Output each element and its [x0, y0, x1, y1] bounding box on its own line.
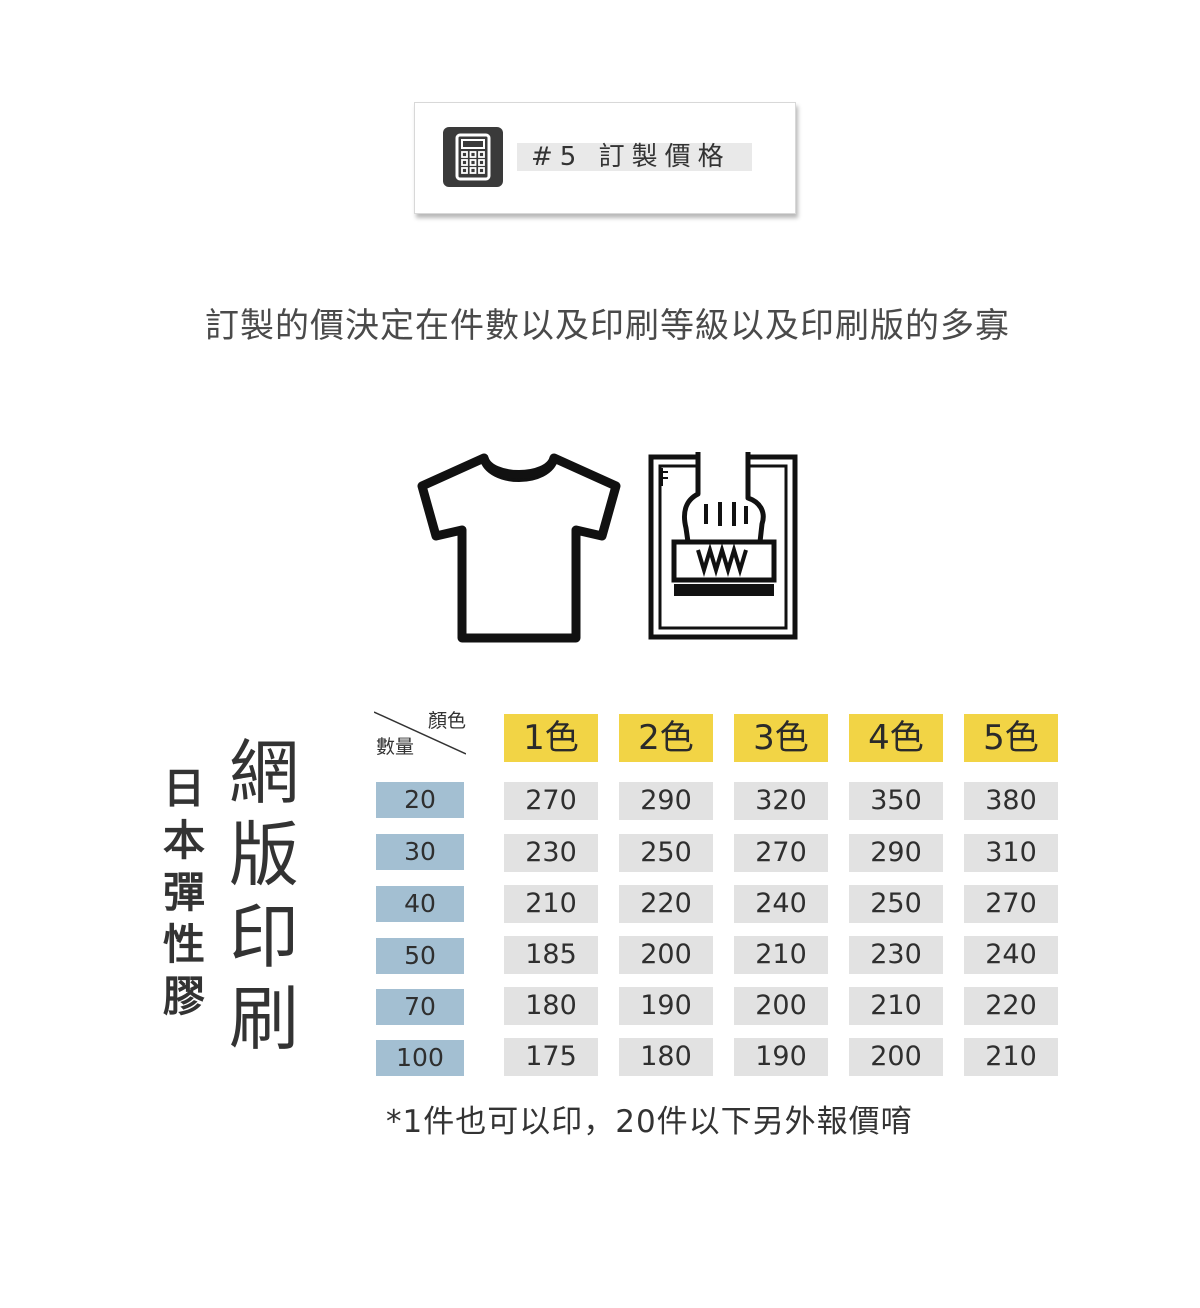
price-cell: 200: [849, 1038, 943, 1076]
price-cell: 210: [849, 987, 943, 1025]
price-cell: 320: [734, 782, 828, 820]
price-cell: 200: [734, 987, 828, 1025]
row-header-quantity: 20: [376, 782, 464, 818]
tshirt-icon: [417, 453, 621, 643]
print-method-label: 網版印刷: [229, 732, 299, 1060]
price-cell: 290: [619, 782, 713, 820]
section-title: #5 訂製價格: [531, 142, 731, 172]
price-cell: 240: [734, 885, 828, 923]
corner-quantity-label: 數量: [376, 736, 415, 758]
price-cell: 220: [964, 987, 1058, 1025]
price-cell: 200: [619, 936, 713, 974]
price-cell: 290: [849, 834, 943, 872]
table-corner: 顏色 數量: [374, 708, 466, 762]
price-cell: 220: [619, 885, 713, 923]
price-cell: 270: [964, 885, 1058, 923]
row-header-quantity: 50: [376, 938, 464, 974]
row-header-quantity: 30: [376, 834, 464, 870]
price-cell: 230: [849, 936, 943, 974]
screen-print-stamp-icon: [648, 452, 798, 640]
price-cell: 270: [504, 782, 598, 820]
material-label: 日本彈性膠: [162, 764, 205, 1021]
calculator-icon: [443, 127, 503, 187]
price-cell: 270: [734, 834, 828, 872]
price-cell: 210: [964, 1038, 1058, 1076]
footnote: *1件也可以印，20件以下另外報價唷: [386, 1104, 913, 1140]
column-header: 4色: [849, 714, 943, 762]
price-cell: 180: [619, 1038, 713, 1076]
column-header: 1色: [504, 714, 598, 762]
title-highlight: [517, 143, 752, 171]
row-header-quantity: 100: [376, 1040, 464, 1076]
corner-diagonal: [374, 711, 466, 755]
price-cell: 175: [504, 1038, 598, 1076]
price-cell: 350: [849, 782, 943, 820]
price-cell: 310: [964, 834, 1058, 872]
price-cell: 190: [619, 987, 713, 1025]
corner-color-label: 顏色: [427, 710, 466, 732]
price-cell: 185: [504, 936, 598, 974]
column-header: 2色: [619, 714, 713, 762]
price-cell: 240: [964, 936, 1058, 974]
price-cell: 190: [734, 1038, 828, 1076]
price-cell: 230: [504, 834, 598, 872]
column-header: 5色: [964, 714, 1058, 762]
price-cell: 180: [504, 987, 598, 1025]
price-cell: 380: [964, 782, 1058, 820]
price-cell: 210: [734, 936, 828, 974]
row-header-quantity: 70: [376, 989, 464, 1025]
price-cell: 250: [849, 885, 943, 923]
section-header-card: #5 訂製價格: [414, 102, 796, 214]
price-cell: 250: [619, 834, 713, 872]
price-cell: 210: [504, 885, 598, 923]
row-header-quantity: 40: [376, 886, 464, 922]
column-header: 3色: [734, 714, 828, 762]
pricing-description: 訂製的價決定在件數以及印刷等級以及印刷版的多寡: [205, 306, 1010, 346]
